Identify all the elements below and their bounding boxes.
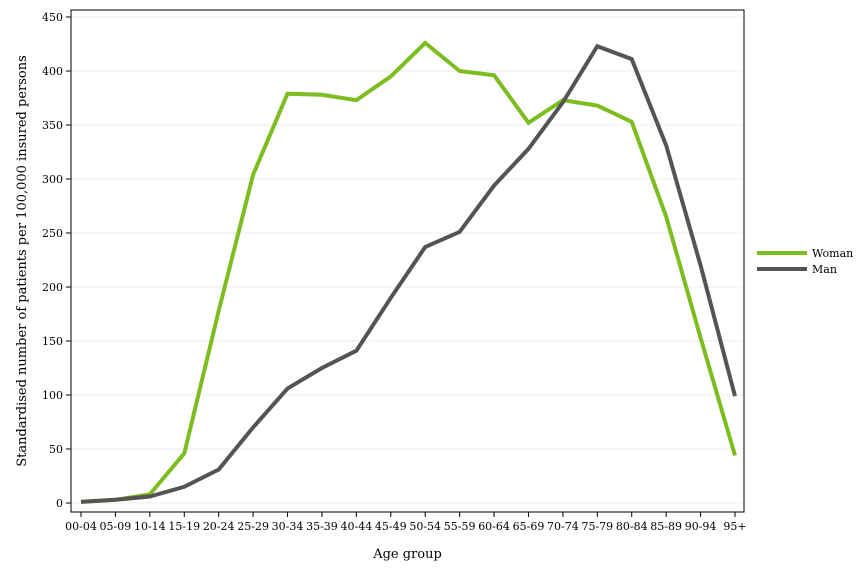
y-tick-label: 250 xyxy=(42,227,63,240)
series-layer xyxy=(80,40,737,504)
x-tick-label: 10-14 xyxy=(134,520,166,533)
y-axis-title: Standardised number of patients per 100,… xyxy=(15,55,30,467)
x-tick-label: 70-74 xyxy=(547,520,579,533)
y-tick-label: 450 xyxy=(42,11,63,24)
x-tick-label: 45-49 xyxy=(375,520,407,533)
x-tick-label: 30-34 xyxy=(272,520,304,533)
x-tick-label: 05-09 xyxy=(100,520,132,533)
y-tick-label: 400 xyxy=(42,65,63,78)
x-axis: 00-04 05-09 10-14 15-19 20-24 25-29 30-34 35-39… xyxy=(65,512,747,533)
x-tick-label: 80-84 xyxy=(616,520,648,533)
plot-frame xyxy=(70,9,745,513)
legend-label-woman: Woman xyxy=(812,247,853,260)
y-tick-label: 150 xyxy=(42,335,63,348)
grid-lines xyxy=(71,16,744,504)
x-tick-label: 25-29 xyxy=(237,520,269,533)
plot-area xyxy=(71,10,744,512)
y-tick-label: 50 xyxy=(49,443,63,456)
x-tick-label: 75-79 xyxy=(581,520,613,533)
y-tick-label: 200 xyxy=(42,281,63,294)
series-line-man xyxy=(80,43,737,504)
y-tick-label: 300 xyxy=(42,173,63,186)
x-tick-label: 85-89 xyxy=(650,520,682,533)
x-tick-label: 55-59 xyxy=(444,520,476,533)
x-tick-label: 50-54 xyxy=(409,520,441,533)
x-axis-title: Age group xyxy=(372,547,442,562)
x-tick-label: 00-04 xyxy=(65,520,97,533)
y-tick-label: 0 xyxy=(56,497,63,510)
x-tick-label: 20-24 xyxy=(203,520,235,533)
x-tick-label: 35-39 xyxy=(306,520,338,533)
x-tick-label: 60-64 xyxy=(478,520,510,533)
legend-label-man: Man xyxy=(812,263,837,276)
x-tick-label: 90-94 xyxy=(685,520,717,533)
y-tick-label: 100 xyxy=(42,389,63,402)
x-tick-label: 65-69 xyxy=(513,520,545,533)
series-line-woman xyxy=(80,40,737,504)
x-tick-label: 95+ xyxy=(723,520,746,533)
y-tick-label: 350 xyxy=(42,119,63,132)
x-tick-label: 15-19 xyxy=(168,520,200,533)
x-tick-label: 40-44 xyxy=(341,520,373,533)
y-axis: 0 50 100 150 200 250 300 350 400 450 xyxy=(42,11,71,510)
legend: Woman Man xyxy=(757,247,853,276)
